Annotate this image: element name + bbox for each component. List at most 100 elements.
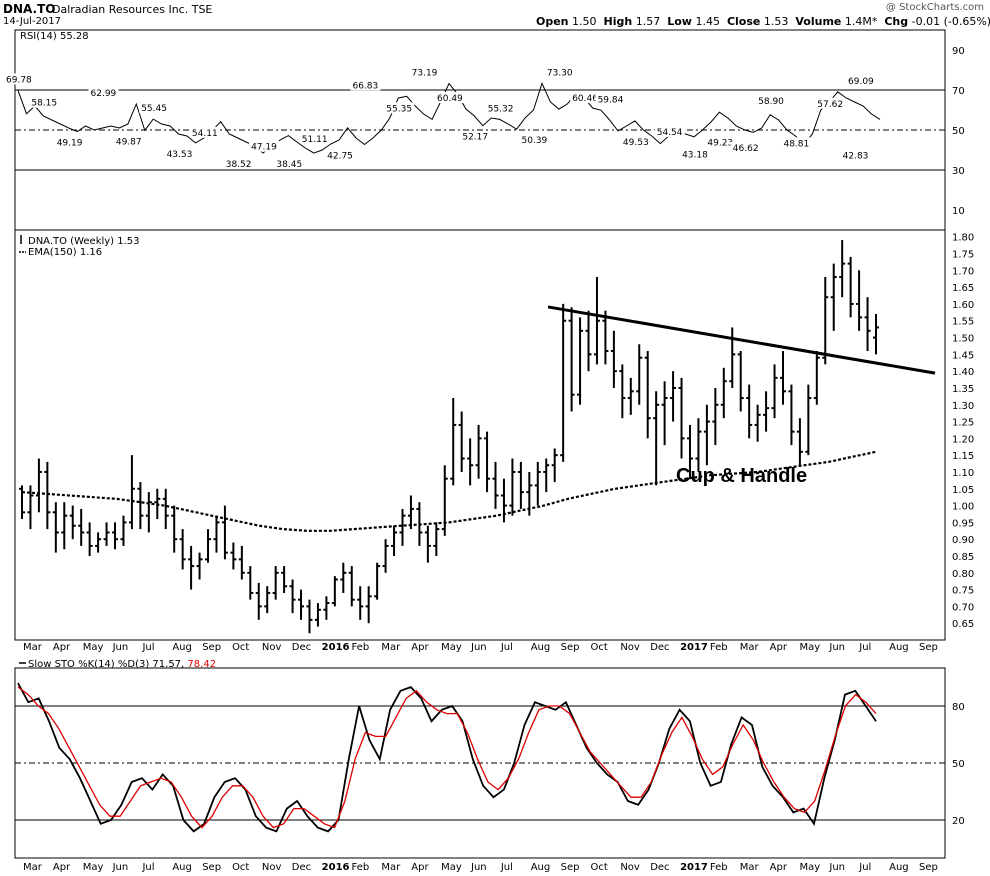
rsi-callout-bg: [223, 157, 254, 169]
price-tick-label: 0.85: [952, 552, 974, 563]
rsi-callout-bg: [730, 141, 761, 153]
month-label: Jul: [858, 642, 871, 653]
rsi-callout-label: 42.75: [327, 152, 353, 162]
rsi-layer: 10 30 50 70 90 69.78 58.15 49.19 62.99 49.87 55.45…: [4, 46, 965, 217]
stochastic-d-line: [17, 686, 877, 829]
price-tick-label: 0.65: [952, 619, 974, 630]
rsi-callout-label: 54.54: [657, 128, 683, 138]
month-label: Aug: [531, 862, 551, 873]
rsi-callout-bg: [840, 149, 871, 161]
high-label: High: [603, 15, 633, 28]
rsi-callout-bg: [680, 148, 711, 160]
stochastic-legend-d: 78.42: [187, 659, 216, 670]
price-tick-label: 0.80: [952, 569, 974, 580]
month-label: Aug: [531, 642, 551, 653]
rsi-callout-bg: [409, 66, 440, 78]
price-tick-label: 1.65: [952, 283, 974, 294]
rsi-callout-label: 52.17: [462, 133, 488, 143]
rsi-callout-bg: [4, 73, 34, 85]
rsi-callout-label: 73.30: [547, 68, 573, 78]
month-label: Nov: [620, 862, 640, 873]
rsi-callout-label: 38.45: [276, 160, 302, 170]
rsi-callout-label: 66.83: [352, 81, 378, 91]
price-tick-label: 1.10: [952, 468, 974, 479]
month-label: Apr: [411, 862, 429, 873]
month-label: Jun: [112, 862, 129, 873]
rsi-callout-bg: [654, 125, 685, 137]
month-label: Nov: [262, 642, 282, 653]
rsi-callout-label: 55.45: [141, 104, 167, 114]
rsi-callout-bg: [299, 132, 330, 144]
month-label: Apr: [53, 862, 71, 873]
price-tick-label: 1.05: [952, 485, 974, 496]
price-panel: [14, 229, 946, 641]
rsi-callout-label: 62.99: [91, 89, 117, 99]
rsi-callout-bg: [705, 136, 736, 148]
rsi-callout-bg: [460, 130, 491, 142]
month-label: May: [800, 862, 821, 873]
rsi-callout-label: 48.81: [783, 139, 809, 149]
month-label: Apr: [770, 862, 788, 873]
stochastic-tick-label: 50: [952, 759, 965, 770]
price-tick-label: 1.60: [952, 300, 974, 311]
volume-value: 1.4M*: [844, 15, 878, 28]
month-label: Sep: [919, 862, 938, 873]
month-label: Jun: [828, 642, 845, 653]
rsi-callout-bg: [113, 135, 144, 147]
volume-label: Volume: [795, 15, 842, 28]
month-label: May: [800, 642, 821, 653]
rsi-line: [17, 82, 881, 154]
month-label: Aug: [172, 642, 192, 653]
month-label: Jul: [141, 862, 154, 873]
month-label: Mar: [381, 862, 401, 873]
rsi-tick-label: 10: [952, 206, 965, 217]
month-label: Mar: [381, 642, 401, 653]
rsi-callout-bg: [485, 102, 516, 114]
month-label: Dec: [292, 642, 311, 653]
chg-value: -0.01 (-0.65%): [911, 15, 990, 28]
rsi-callout-bg: [164, 147, 195, 159]
price-tick-label: 1.15: [952, 451, 974, 462]
stochastic-tick-label: 20: [952, 816, 965, 827]
rsi-callout-bg: [384, 102, 415, 114]
company-name: Dalradian Resources Inc. TSE: [52, 3, 212, 16]
rsi-tick-label: 90: [952, 46, 965, 57]
rsi-callout-label: 54.11: [192, 129, 218, 139]
rsi-tick-label: 30: [952, 166, 965, 177]
month-label: Jul: [500, 862, 513, 873]
rsi-callout-label: 43.18: [682, 151, 708, 161]
price-tick-label: 1.30: [952, 401, 974, 412]
chg-label: Chg: [884, 15, 909, 28]
rsi-callout-bg: [815, 97, 846, 109]
resistance-trendline: [547, 305, 936, 375]
month-label: Aug: [889, 642, 909, 653]
rsi-callout-label: 47.19: [251, 143, 277, 153]
rsi-callout-bg: [544, 66, 575, 78]
price-tick-label: 1.55: [952, 317, 974, 328]
price-tick-label: 1.20: [952, 434, 974, 445]
ticker-symbol: DNA.TO: [3, 2, 56, 16]
price-tick-label: 0.70: [952, 602, 974, 613]
price-tick-label: 1.25: [952, 418, 974, 429]
rsi-callout-bg: [249, 140, 280, 152]
month-label: Nov: [262, 862, 282, 873]
ema-legend: EMA(150) 1.16: [28, 247, 102, 258]
rsi-callout-bg: [274, 158, 305, 170]
month-label: May: [83, 862, 104, 873]
rsi-callout-bg: [350, 79, 381, 91]
chart-date: 14-Jul-2017: [3, 16, 62, 27]
month-label: Jun: [112, 642, 129, 653]
month-label: Apr: [53, 642, 71, 653]
month-label: Oct: [232, 862, 249, 873]
high-value: 1.57: [635, 15, 661, 28]
exchange-label: TSE: [191, 3, 213, 16]
month-label: Feb: [352, 862, 370, 873]
price-layer: 0.65 0.70 0.75 0.80 0.85 0.90 0.95 1.00 1.05 1.10…: [19, 233, 974, 634]
rsi-callout-label: 55.32: [488, 104, 514, 114]
stochastic-k-line: [17, 682, 877, 833]
rsi-callout-label: 49.19: [57, 139, 83, 149]
rsi-callout-label: 43.53: [167, 150, 193, 160]
month-label: Sep: [561, 642, 580, 653]
month-label: Dec: [650, 642, 669, 653]
